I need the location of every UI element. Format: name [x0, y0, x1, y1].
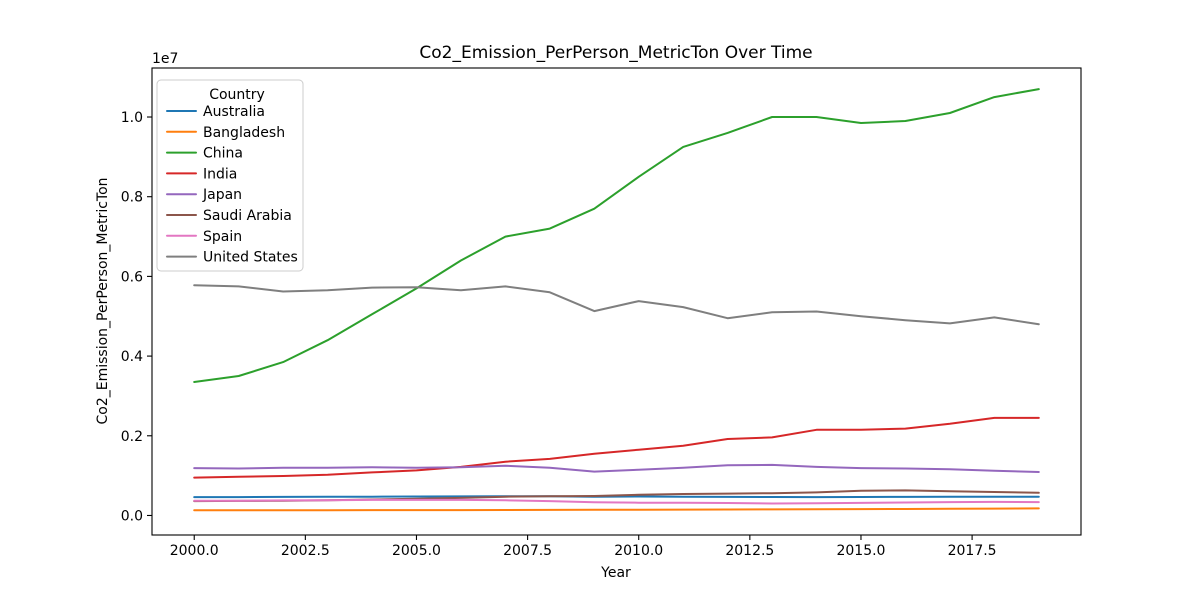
x-axis-label: Year — [600, 565, 631, 581]
legend-label: Spain — [203, 229, 242, 245]
series-line-india — [193, 416, 1040, 479]
x-tick-label: 2017.5 — [948, 543, 997, 559]
y-tick-label: 0.6 — [121, 269, 143, 285]
y-tick-label: 0.8 — [121, 190, 143, 206]
legend-label: Japan — [202, 187, 242, 203]
series-line-australia — [193, 495, 1040, 499]
series-line-china — [193, 88, 1040, 383]
series-line-spain — [193, 498, 1040, 505]
legend-label: China — [203, 146, 243, 162]
x-tick-label: 2002.5 — [281, 543, 330, 559]
y-tick-label: 0.4 — [121, 349, 143, 365]
series-line-bangladesh — [193, 507, 1040, 512]
x-tick-label: 2005.0 — [392, 543, 441, 559]
x-tick-label: 2000.0 — [170, 543, 219, 559]
y-axis-label: Co2_Emission_PerPerson_MetricTon — [95, 177, 111, 424]
x-tick-label: 2010.0 — [614, 543, 663, 559]
legend-label: Bangladesh — [203, 125, 285, 141]
y-axis-offset-text: 1e7 — [152, 51, 178, 67]
chart-title: Co2_Emission_PerPerson_MetricTon Over Ti… — [419, 43, 812, 63]
series-line-united-states — [193, 284, 1040, 326]
x-tick-label: 2015.0 — [836, 543, 885, 559]
y-tick-label: 0.0 — [121, 508, 143, 524]
legend-box — [156, 79, 304, 272]
plot-frame — [151, 67, 1082, 536]
legend-label: Australia — [203, 104, 265, 120]
legend-label: Saudi Arabia — [203, 208, 292, 224]
y-tick-label: 0.2 — [121, 429, 143, 445]
y-axis: 0.0 0.2 0.4 0.6 0.8 1.0 — [121, 110, 152, 524]
legend-label: India — [203, 166, 237, 182]
legend-label: United States — [203, 250, 298, 266]
legend-title: Country — [209, 87, 265, 103]
x-tick-label: 2007.5 — [503, 543, 552, 559]
series-line-japan — [193, 463, 1040, 473]
x-tick-label: 2012.5 — [725, 543, 774, 559]
series-layer — [193, 88, 1040, 512]
y-tick-label: 1.0 — [121, 110, 143, 126]
x-axis: 2000.0 2002.5 2005.0 2007.5 2010.0 2012.5 2015… — [170, 535, 997, 559]
